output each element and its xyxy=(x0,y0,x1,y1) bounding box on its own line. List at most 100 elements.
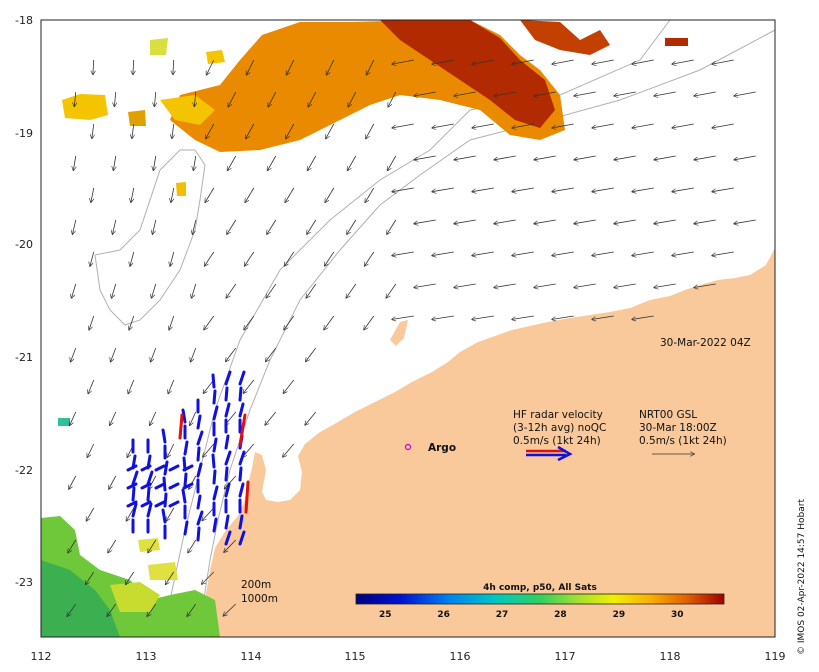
nrt-legend-line3: 0.5m/s (1kt 24h) xyxy=(639,435,727,447)
hf-radar-vector xyxy=(238,530,246,546)
hf-radar-vector xyxy=(238,413,247,447)
model-current-arrow xyxy=(454,155,476,160)
model-current-arrow xyxy=(512,59,534,64)
nrt-legend-line2: 30-Mar 18:00Z xyxy=(639,422,717,434)
hf-radar-vector xyxy=(196,414,202,430)
model-current-arrow xyxy=(149,475,157,489)
model-current-arrow xyxy=(574,219,596,224)
model-current-arrow xyxy=(534,91,556,96)
model-current-arrow xyxy=(169,315,175,330)
model-current-arrow xyxy=(247,59,255,75)
model-current-arrow xyxy=(734,155,756,160)
model-current-arrow xyxy=(91,187,95,202)
model-current-arrow xyxy=(228,91,237,107)
model-current-arrow xyxy=(364,315,375,330)
model-current-arrow xyxy=(414,219,436,224)
x-tick-label: 117 xyxy=(555,650,576,663)
model-current-arrow xyxy=(203,443,215,457)
model-current-arrow xyxy=(73,219,77,234)
model-current-arrow xyxy=(392,123,414,128)
model-current-arrow xyxy=(283,379,295,393)
model-current-arrow xyxy=(126,571,135,584)
model-current-arrow xyxy=(454,283,476,288)
colorbar-gradient xyxy=(355,593,725,605)
model-current-arrow xyxy=(171,187,175,202)
model-current-arrow xyxy=(365,187,375,202)
hf-radar-vector xyxy=(126,500,138,508)
hf-radar-vector xyxy=(163,492,168,508)
model-current-arrow xyxy=(694,91,716,96)
hf-radar-vector xyxy=(154,464,166,472)
model-current-arrow xyxy=(228,155,237,170)
hf-radar-vector xyxy=(238,370,246,386)
hf-radar-legend-line3: 0.5m/s (1kt 24h) xyxy=(513,435,601,447)
model-current-arrow xyxy=(307,219,317,234)
model-current-arrow xyxy=(193,219,197,234)
model-current-arrow xyxy=(327,59,335,75)
hf-radar-vector xyxy=(196,526,201,542)
model-current-arrow xyxy=(112,283,117,298)
model-current-arrow xyxy=(712,123,734,128)
model-current-arrow xyxy=(245,187,255,202)
hf-radar-vector xyxy=(212,485,219,501)
model-current-arrow xyxy=(69,475,77,489)
y-tick-label: -22 xyxy=(15,464,33,477)
model-current-arrow xyxy=(126,507,135,521)
hf-radar-vector xyxy=(146,470,154,486)
model-current-arrow xyxy=(432,187,454,192)
model-current-arrow xyxy=(454,91,476,96)
hf-radar-vector xyxy=(224,450,232,466)
model-current-arrow xyxy=(414,283,436,288)
model-current-arrow xyxy=(151,347,157,362)
model-current-arrow xyxy=(534,283,556,288)
model-current-arrow xyxy=(472,123,494,128)
model-current-arrow xyxy=(153,155,155,170)
sst-patch-sw-small3 xyxy=(58,418,70,426)
model-current-arrow xyxy=(110,411,117,425)
model-current-arrow xyxy=(108,539,117,553)
model-current-arrow xyxy=(267,219,277,234)
hf-radar-vector xyxy=(212,469,217,485)
model-current-arrow xyxy=(387,219,397,234)
hf-radar-vector xyxy=(224,434,230,450)
model-current-arrow xyxy=(70,411,77,425)
model-current-arrow xyxy=(92,123,94,138)
model-current-arrow xyxy=(592,123,614,128)
model-current-arrow xyxy=(386,283,397,298)
sst-patch-small5 xyxy=(665,38,688,46)
hf-radar-vector xyxy=(154,482,166,490)
hf-radar-vector xyxy=(181,488,187,504)
model-current-arrow xyxy=(166,507,175,521)
model-current-arrow xyxy=(614,155,636,160)
model-current-arrow xyxy=(494,155,516,160)
hf-radar-vector xyxy=(196,430,204,446)
model-current-arrow xyxy=(454,219,476,224)
model-current-arrow xyxy=(552,315,574,319)
hf-radar-vector xyxy=(140,464,152,472)
hf-radar-vector xyxy=(154,500,166,508)
timestamp-label: 30-Mar-2022 04Z xyxy=(660,337,751,349)
hf-radar-legend-line1: HF radar velocity xyxy=(513,409,603,421)
colorbar-tick-label: 29 xyxy=(613,610,626,620)
model-current-arrow xyxy=(366,123,375,139)
model-current-arrow xyxy=(494,283,516,288)
credit-label: © IMOS 02-Apr-2022 14:57 Hobart xyxy=(797,499,807,655)
plot-frame xyxy=(40,19,776,638)
sst-patch-sw-cool xyxy=(41,560,120,637)
hf-radar-vector xyxy=(238,466,243,482)
model-current-arrow xyxy=(243,379,255,393)
colorbar-tick-label: 25 xyxy=(379,610,392,620)
model-current-arrow xyxy=(534,155,556,160)
hf-radar-vector xyxy=(182,482,194,490)
model-current-arrow xyxy=(632,187,654,192)
model-current-arrow xyxy=(432,315,454,319)
model-current-arrow xyxy=(206,123,215,139)
model-current-arrow xyxy=(712,187,734,192)
x-axis: 112 113 114 115 116 117 118 119 xyxy=(31,650,786,663)
argo-float-marker[interactable] xyxy=(404,443,412,451)
model-current-arrow xyxy=(154,91,155,106)
model-current-arrow xyxy=(244,315,255,330)
hf-radar-vector xyxy=(161,428,167,444)
model-current-arrow xyxy=(325,251,335,266)
y-tick-label: -23 xyxy=(15,576,33,589)
